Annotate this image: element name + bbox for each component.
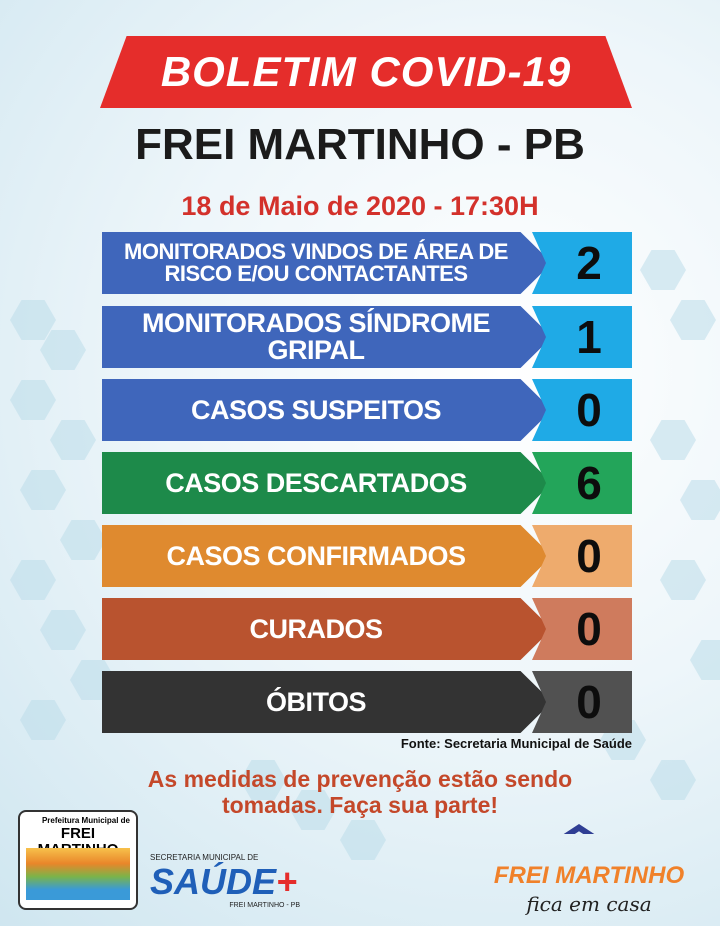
stat-row: CASOS DESCARTADOS 6 xyxy=(102,452,632,514)
hexagon-decoration xyxy=(10,560,56,600)
campaign-tagline: fica em casa xyxy=(526,892,652,916)
stat-value: 0 xyxy=(532,379,632,441)
hexagon-decoration xyxy=(50,420,96,460)
hexagon-decoration xyxy=(40,330,86,370)
hexagon-decoration xyxy=(240,760,286,800)
stat-value: 0 xyxy=(532,525,632,587)
hexagon-decoration xyxy=(640,250,686,290)
campaign-logo: FREI MARTINHO fica em casa xyxy=(484,824,694,924)
campaign-name: FREI MARTINHO xyxy=(493,862,685,889)
stat-label: ÓBITOS xyxy=(102,671,552,733)
house-roof-icon xyxy=(524,824,634,860)
saude-word: SAÚDE xyxy=(150,861,277,902)
prevention-message: As medidas de prevenção estão sendo toma… xyxy=(0,766,720,819)
stat-row: CASOS CONFIRMADOS 0 xyxy=(102,525,632,587)
hexagon-decoration xyxy=(10,380,56,420)
banner-title: BOLETIM COVID-19 xyxy=(160,48,572,95)
hexagon-decoration xyxy=(680,480,720,520)
message-line-1: As medidas de prevenção estão sendo xyxy=(147,766,573,792)
source-note: Fonte: Secretaria Municipal de Saúde xyxy=(400,736,632,751)
stat-value: 1 xyxy=(532,306,632,368)
stat-value: 0 xyxy=(532,671,632,733)
stat-label: CASOS CONFIRMADOS xyxy=(102,525,552,587)
hexagon-decoration xyxy=(670,300,716,340)
stat-row: MONITORADOS SÍNDROME GRIPAL 1 xyxy=(102,306,632,368)
stat-value: 2 xyxy=(532,232,632,294)
message-line-2: tomadas. Faça sua parte! xyxy=(221,792,499,819)
cross-icon: + xyxy=(276,861,298,902)
prefeitura-logo: Prefeitura Municipal de FREI MARTINHO xyxy=(18,810,138,910)
hexagon-decoration xyxy=(690,640,720,680)
saude-logo-top: SECRETARIA MUNICIPAL DE xyxy=(150,853,259,862)
stat-label: MONITORADOS SÍNDROME GRIPAL xyxy=(102,306,552,368)
date-time: 18 de Maio de 2020 - 17:30H xyxy=(181,191,539,221)
hexagon-decoration xyxy=(20,470,66,510)
stat-row: CASOS SUSPEITOS 0 xyxy=(102,379,632,441)
saude-logo: SECRETARIA MUNICIPAL DE SAÚDE+ FREI MART… xyxy=(150,853,300,910)
stat-value: 6 xyxy=(532,452,632,514)
hexagon-decoration xyxy=(40,610,86,650)
stat-label: CASOS DESCARTADOS xyxy=(102,452,552,514)
stat-label: MONITORADOS VINDOS DE ÁREA DE RISCO E/OU… xyxy=(102,232,552,294)
hexagon-decoration xyxy=(650,760,696,800)
hexagon-decoration xyxy=(650,420,696,460)
stat-row: ÓBITOS 0 xyxy=(102,671,632,733)
hexagon-decoration xyxy=(20,700,66,740)
hexagon-decoration xyxy=(10,300,56,340)
stat-row: MONITORADOS VINDOS DE ÁREA DE RISCO E/OU… xyxy=(102,232,632,294)
landscape-icon xyxy=(26,848,130,900)
stat-label: CASOS SUSPEITOS xyxy=(102,379,552,441)
saude-logo-name: SAÚDE+ xyxy=(150,863,300,901)
hexagon-decoration xyxy=(60,520,106,560)
hexagon-decoration xyxy=(340,820,386,860)
banner: BOLETIM COVID-19 xyxy=(100,36,632,108)
stat-row: CURADOS 0 xyxy=(102,598,632,660)
hexagon-decoration xyxy=(660,560,706,600)
saude-logo-bottom: FREI MARTINHO - PB xyxy=(229,902,300,909)
stat-label: CURADOS xyxy=(102,598,552,660)
hexagon-decoration xyxy=(290,790,336,830)
prefeitura-logo-top: Prefeitura Municipal de xyxy=(41,816,130,825)
stat-value: 0 xyxy=(532,598,632,660)
city-title: FREI MARTINHO - PB xyxy=(135,120,585,169)
